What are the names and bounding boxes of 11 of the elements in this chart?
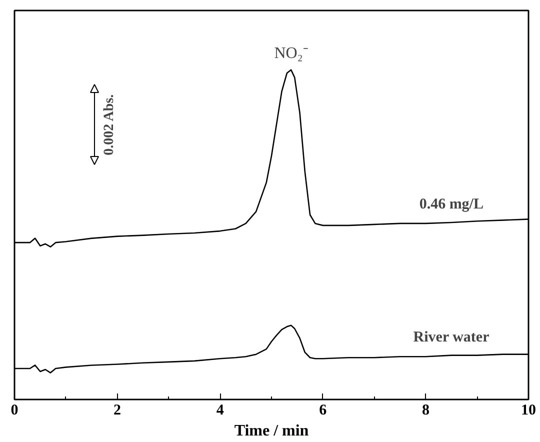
series-label: River water xyxy=(413,329,490,346)
x-tick-label: 4 xyxy=(216,402,224,418)
annotation: 0.002 Abs. xyxy=(102,94,117,156)
series-label: 0.46 mg/L xyxy=(419,196,484,212)
x-tick-label: 6 xyxy=(319,402,328,418)
x-tick-label: 10 xyxy=(521,402,536,418)
x-tick-label: 2 xyxy=(114,402,122,418)
annotation: NO₂⁻ xyxy=(274,44,308,62)
x-tick-label: 0 xyxy=(10,402,18,418)
x-tick-label: 8 xyxy=(422,402,430,418)
x-axis-title: Time / min xyxy=(234,422,309,440)
